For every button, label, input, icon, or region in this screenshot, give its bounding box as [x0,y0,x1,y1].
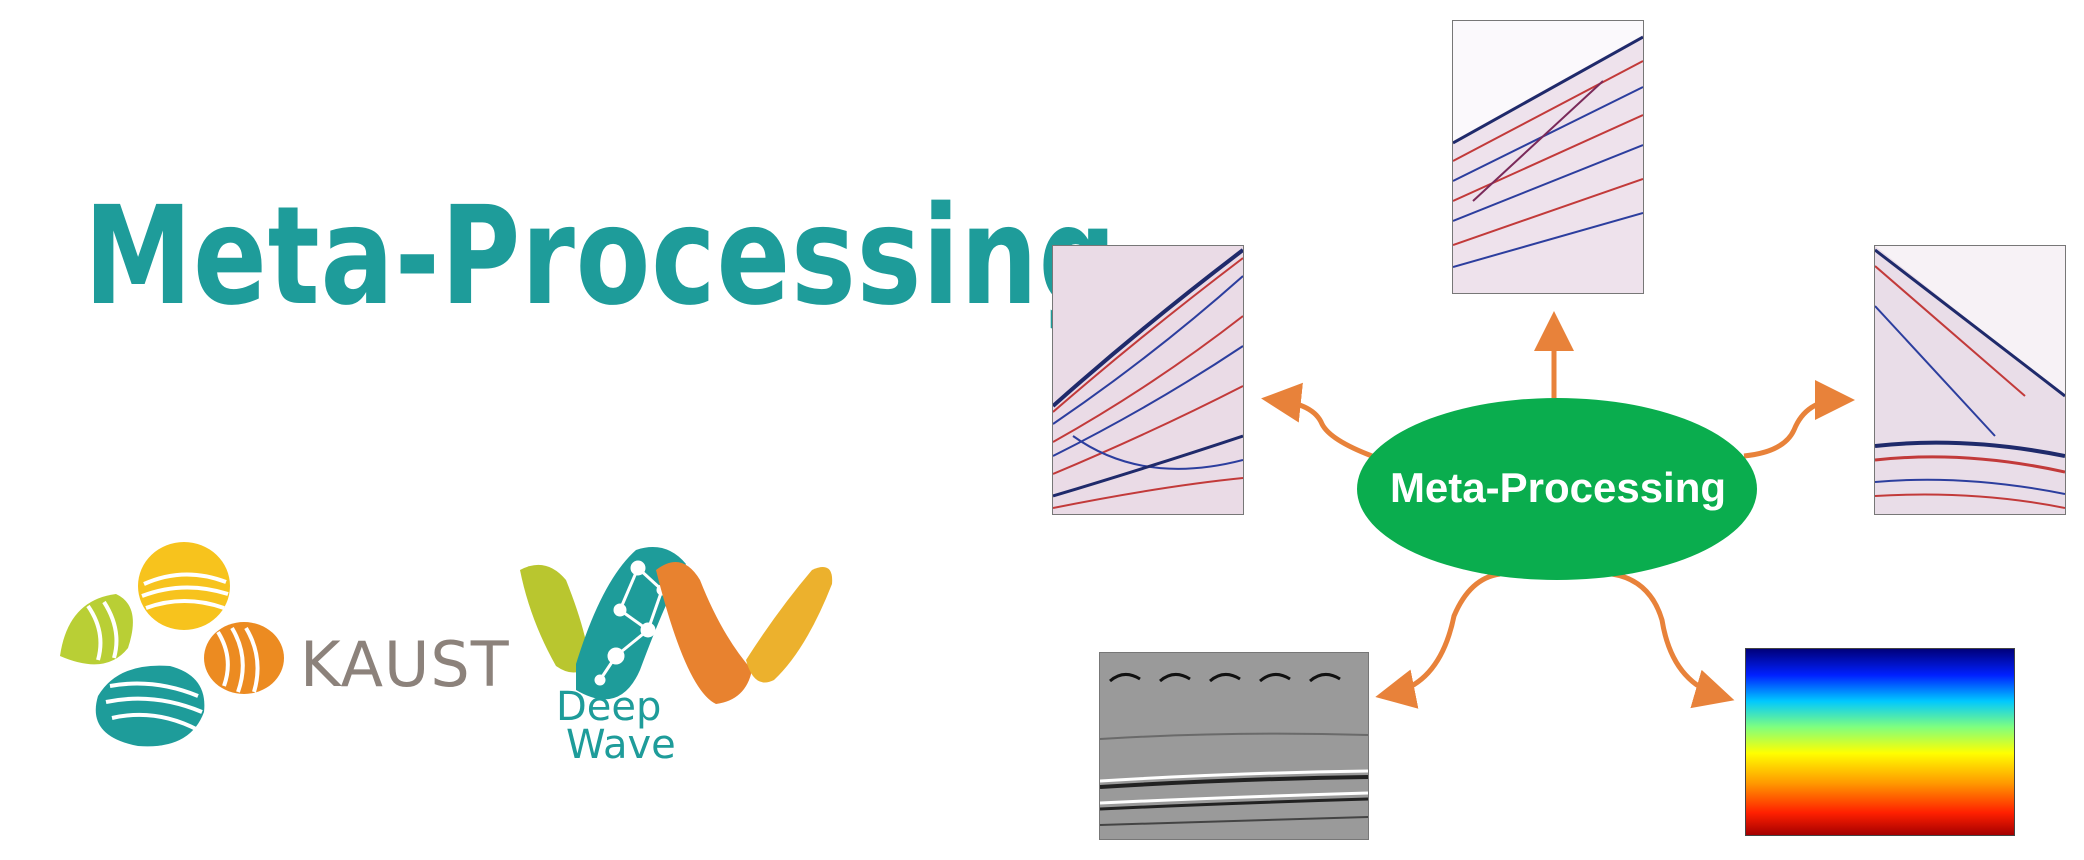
deepwave-word-wave: Wave [566,722,676,768]
deepwave-yellow-stroke-icon [746,567,833,683]
arrow-to-migrated-image [1375,571,1501,709]
deepwave-logo [516,540,836,740]
kaust-petal-yellow-icon [138,542,230,630]
kaust-logo [58,536,298,756]
arrow-to-velocity-model [1611,571,1735,709]
kaust-petal-teal-icon [95,665,205,747]
noisy-seismic-gather [1052,245,1244,515]
arrow-to-right-gather [1743,380,1855,459]
kaust-wordmark: KAUST [300,628,510,701]
seismic-shot-gather [1452,20,1644,294]
hub-ellipse [1357,398,1757,580]
deepwave-green-stroke-icon [520,564,590,673]
network-nodes-icon [594,560,668,686]
page-title: Meta-Processing [84,178,1118,336]
migrated-image [1099,652,1369,840]
kaust-petal-green-icon [60,594,133,665]
kaust-petal-orange-icon [204,622,284,694]
arrow-to-left-gather [1261,382,1373,459]
deepwave-orange-stroke-icon [656,562,752,704]
velocity-model [1745,648,2015,836]
deepwave-word-deep: Deep [556,684,662,730]
hub-label: Meta-Processing [1389,464,1727,511]
deepwave-wordmark: Deep Wave [556,684,676,768]
interpolated-gather [1874,245,2066,515]
